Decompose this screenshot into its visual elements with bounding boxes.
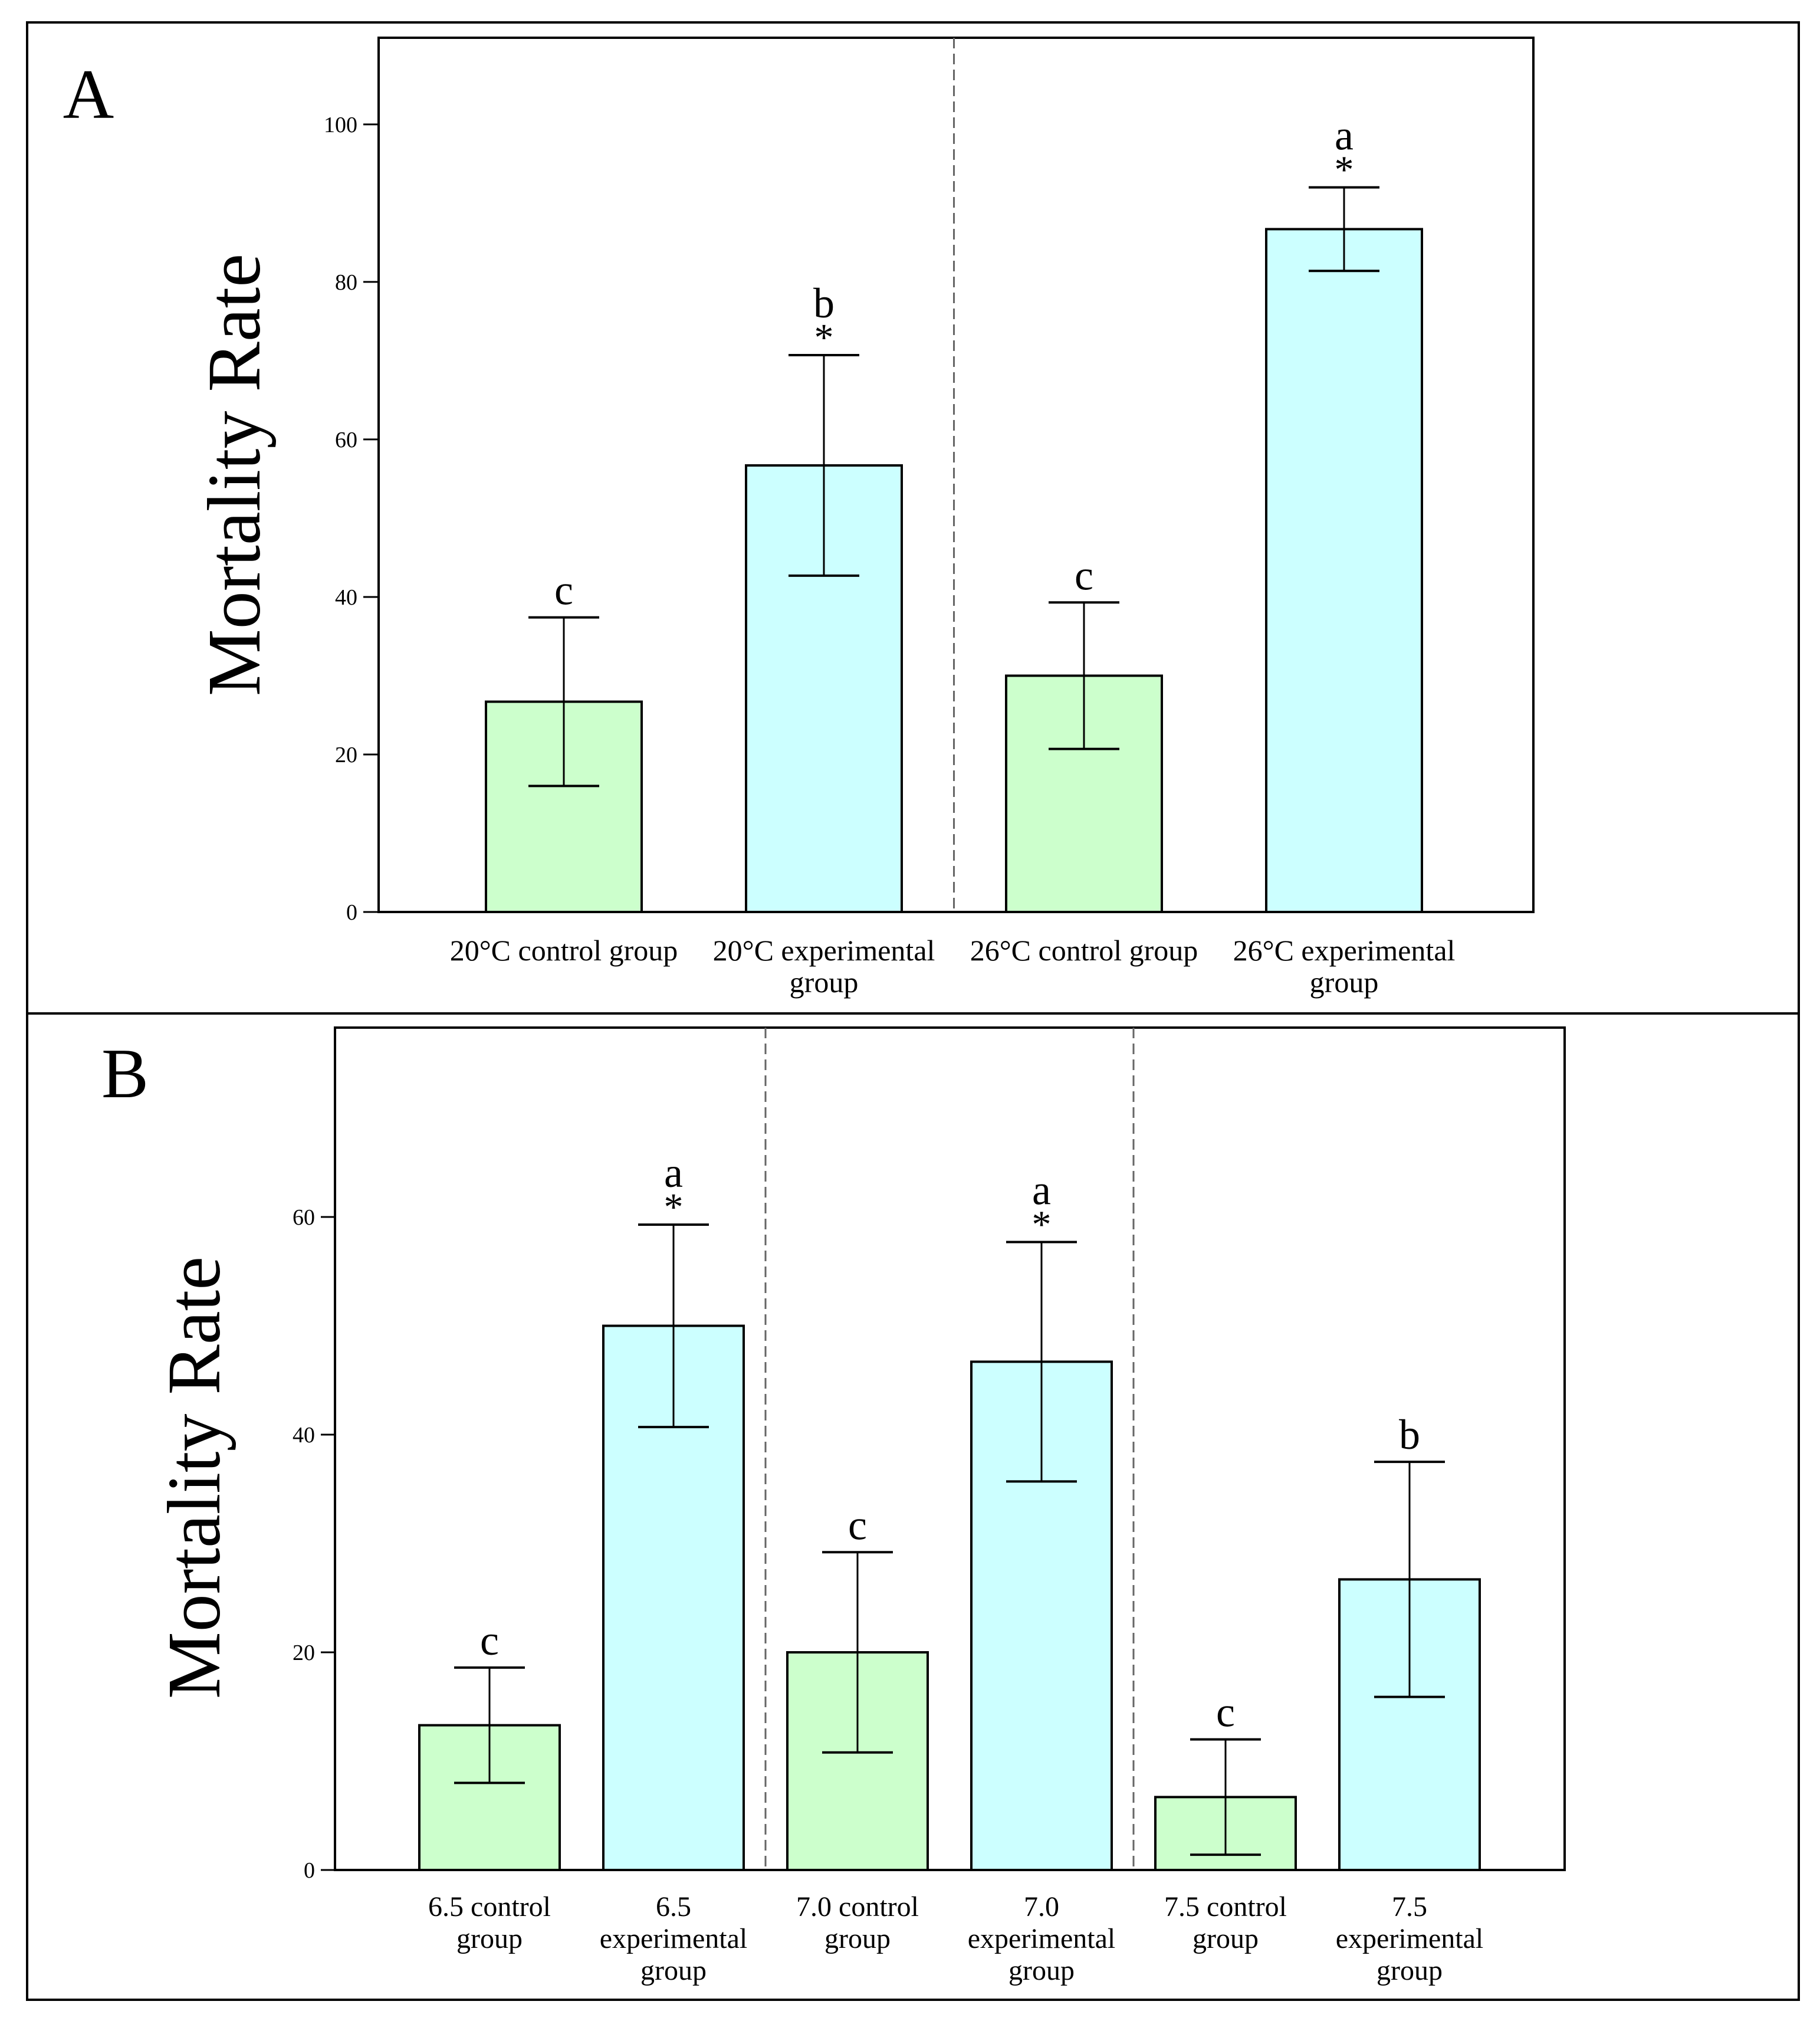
panel-letter: B: [101, 1034, 149, 1113]
category-label-line: 6.5: [656, 1891, 691, 1922]
significance-star: *: [1032, 1203, 1052, 1246]
category-label: 26°C control group: [970, 934, 1198, 967]
category-label-line: group: [1377, 1955, 1443, 1986]
panel-letter: A: [63, 55, 114, 133]
category-label-line: 7.5: [1392, 1891, 1427, 1922]
y-tick-label: 60: [335, 428, 357, 452]
category-label-line: 20°C experimental: [713, 934, 935, 967]
category-label-line: group: [1310, 966, 1379, 999]
y-tick-label: 0: [304, 1858, 315, 1883]
category-label: 20°C control group: [450, 934, 678, 967]
y-tick-label: 40: [335, 585, 357, 610]
category-label-line: group: [1192, 1923, 1259, 1954]
category-label-line: 7.0: [1024, 1891, 1059, 1922]
category-label-line: group: [1008, 1955, 1075, 1986]
category-label-line: experimental: [600, 1923, 748, 1954]
significance-star: *: [664, 1186, 684, 1229]
significance-letter: a: [664, 1149, 683, 1196]
category-label-line: 6.5 control: [428, 1891, 551, 1922]
category-label: 6.5 experimental group: [600, 1891, 748, 1986]
plot-area: [334, 1026, 1566, 1871]
category-label: 26°C experimental group: [1233, 934, 1456, 999]
y-tick-label: 80: [335, 270, 357, 295]
category-label: 7.5 experimental group: [1336, 1891, 1484, 1986]
significance-letter: a: [1335, 112, 1353, 159]
category-label-line: group: [456, 1923, 523, 1954]
category-label-line: experimental: [968, 1923, 1116, 1954]
y-tick-label: 100: [324, 113, 357, 137]
category-label: 7.0 control group: [796, 1891, 919, 1954]
y-tick-label: 20: [293, 1641, 315, 1665]
significance-letter: a: [1032, 1166, 1051, 1213]
significance-star: *: [1335, 149, 1354, 192]
category-label-line: 20°C control group: [450, 934, 678, 967]
category-label-line: 26°C control group: [970, 934, 1198, 967]
y-axis-title: Mortality Rate: [192, 254, 276, 696]
plot-area: [377, 37, 1535, 913]
significance-letter: c: [848, 1501, 867, 1548]
y-tick-label: 20: [335, 743, 357, 767]
category-label-line: experimental: [1336, 1923, 1484, 1954]
y-axis-title: Mortality Rate: [152, 1256, 236, 1699]
significance-letter: b: [1399, 1411, 1420, 1458]
significance-letter: c: [480, 1617, 499, 1664]
y-tick-label: 60: [293, 1205, 315, 1230]
category-label: 7.5 control group: [1164, 1891, 1287, 1954]
significance-letter: c: [554, 567, 573, 614]
category-label: 7.0 experimental group: [968, 1891, 1116, 1986]
bar: [1265, 228, 1423, 913]
panel-a: A 0 20 40 60 80 100 Mortality Rate c 20°C control…: [63, 37, 1535, 999]
category-label-line: 26°C experimental: [1233, 934, 1456, 967]
category-label-line: 7.0 control: [796, 1891, 919, 1922]
significance-letter: c: [1075, 552, 1093, 599]
y-tick-label: 40: [293, 1423, 315, 1448]
significance-star: *: [814, 316, 834, 359]
category-label: 6.5 control group: [428, 1891, 551, 1954]
panel-b-frame: [26, 1012, 1800, 2001]
category-label-line: group: [640, 1955, 707, 1986]
category-label-line: 7.5 control: [1164, 1891, 1287, 1922]
category-label-line: group: [790, 966, 859, 999]
significance-letter: c: [1216, 1689, 1235, 1736]
significance-letter: b: [813, 280, 835, 327]
category-label: 20°C experimental group: [713, 934, 935, 999]
y-tick-label: 0: [346, 900, 357, 925]
category-label-line: group: [824, 1923, 891, 1954]
